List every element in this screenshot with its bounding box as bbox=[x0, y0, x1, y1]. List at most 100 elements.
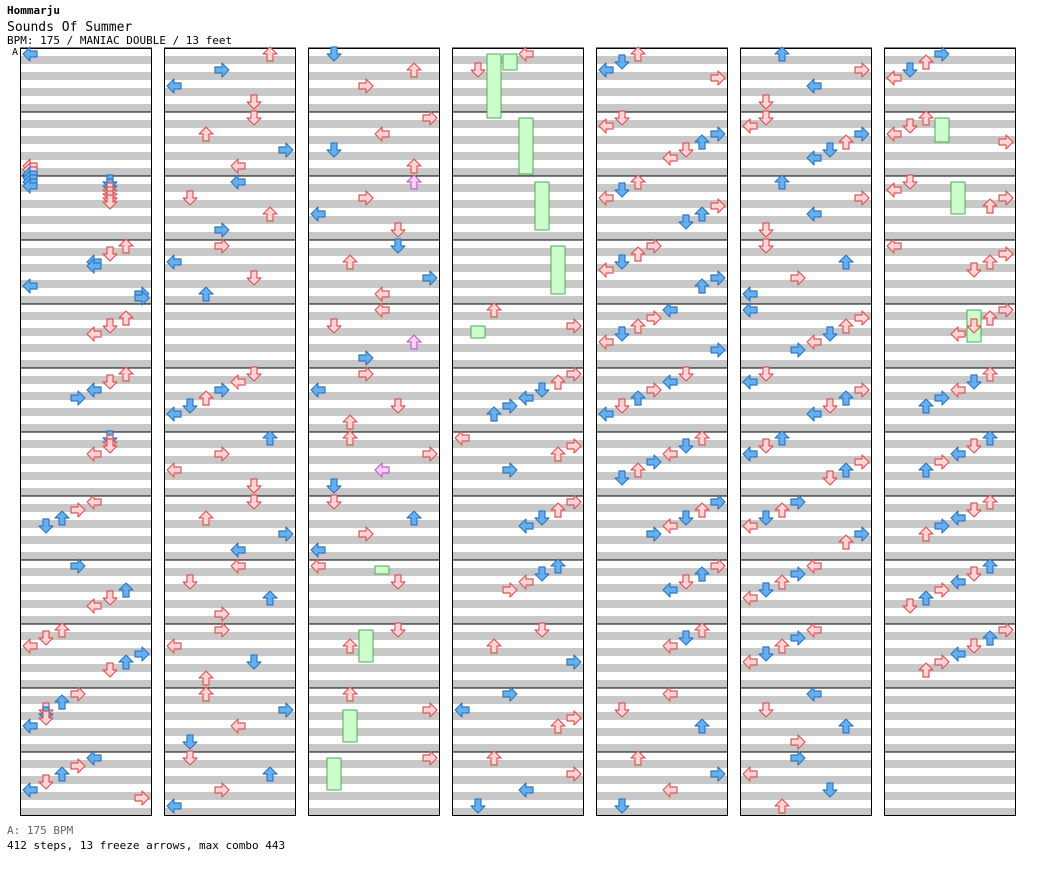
step-arrow-right bbox=[790, 270, 806, 286]
step-arrow-right bbox=[710, 126, 726, 142]
step-arrow-up bbox=[774, 638, 790, 654]
beat-stripe bbox=[452, 376, 584, 384]
step-arrow-left bbox=[22, 278, 38, 294]
step-arrow-up bbox=[262, 590, 278, 606]
beat-stripe bbox=[740, 760, 872, 768]
step-arrow-up bbox=[262, 430, 278, 446]
song-title: Sounds Of Summer bbox=[7, 20, 133, 35]
beat-stripe bbox=[20, 504, 152, 512]
step-arrow-up bbox=[838, 390, 854, 406]
freeze-arrow bbox=[502, 53, 518, 71]
step-arrow-right bbox=[854, 62, 870, 78]
step-arrow-right bbox=[790, 630, 806, 646]
beat-stripe bbox=[164, 232, 296, 240]
beat-stripe bbox=[452, 360, 584, 368]
step-arrow-up bbox=[838, 134, 854, 150]
step-arrow-right bbox=[214, 62, 230, 78]
step-arrow-right bbox=[710, 342, 726, 358]
step-arrow-up bbox=[982, 198, 998, 214]
step-arrow-left bbox=[86, 598, 102, 614]
step-arrow-up bbox=[774, 798, 790, 814]
step-arrow-left bbox=[742, 118, 758, 134]
beat-stripe bbox=[596, 232, 728, 240]
beat-stripe bbox=[164, 632, 296, 640]
step-arrow-down bbox=[822, 782, 838, 798]
beat-stripe bbox=[164, 408, 296, 416]
step-arrow-down bbox=[246, 478, 262, 494]
beat-stripe bbox=[884, 728, 1016, 736]
step-arrow-down bbox=[182, 190, 198, 206]
beat-stripe bbox=[308, 72, 440, 80]
column-border bbox=[308, 48, 440, 816]
step-arrow-up bbox=[550, 718, 566, 734]
chart-column bbox=[884, 47, 1016, 816]
beat-stripe bbox=[596, 680, 728, 688]
step-arrow-up bbox=[342, 414, 358, 430]
beat-stripe bbox=[452, 760, 584, 768]
beat-stripe bbox=[308, 200, 440, 208]
beat-stripe bbox=[884, 216, 1016, 224]
step-arrow-right bbox=[566, 366, 582, 382]
step-arrow-down bbox=[246, 494, 262, 510]
beat-stripe bbox=[884, 344, 1016, 352]
beat-stripe bbox=[164, 56, 296, 64]
beat-stripe bbox=[596, 536, 728, 544]
beat-stripe bbox=[884, 552, 1016, 560]
step-arrow-up bbox=[774, 174, 790, 190]
step-arrow-down bbox=[246, 654, 262, 670]
column-border bbox=[452, 48, 584, 816]
step-arrow-down bbox=[326, 318, 342, 334]
step-arrow-left bbox=[230, 374, 246, 390]
step-arrow-left bbox=[22, 638, 38, 654]
step-arrow-down bbox=[822, 398, 838, 414]
step-arrow-right bbox=[854, 126, 870, 142]
step-arrow-right bbox=[934, 654, 950, 670]
beat-stripe bbox=[20, 632, 152, 640]
beat-stripe bbox=[308, 680, 440, 688]
beat-stripe bbox=[164, 584, 296, 592]
beat-stripe bbox=[452, 616, 584, 624]
step-arrow-left bbox=[166, 638, 182, 654]
step-arrow-up bbox=[918, 462, 934, 478]
step-arrow-up bbox=[342, 686, 358, 702]
step-arrow-left bbox=[310, 542, 326, 558]
step-arrow-down bbox=[678, 630, 694, 646]
beat-stripe bbox=[20, 152, 152, 160]
artist-name: Hommarju bbox=[7, 4, 60, 17]
beat-stripe bbox=[308, 216, 440, 224]
beat-stripe bbox=[308, 344, 440, 352]
chart-column bbox=[20, 47, 152, 816]
beat-stripe bbox=[164, 392, 296, 400]
step-arrow-left bbox=[886, 70, 902, 86]
beat-stripe bbox=[164, 680, 296, 688]
step-arrow-right bbox=[278, 526, 294, 542]
step-arrow-right bbox=[214, 606, 230, 622]
step-arrow-up bbox=[198, 286, 214, 302]
step-arrow-up bbox=[550, 558, 566, 574]
step-arrow-left bbox=[806, 206, 822, 222]
beat-stripe bbox=[884, 360, 1016, 368]
beat-stripe bbox=[884, 520, 1016, 528]
beat-stripe bbox=[596, 792, 728, 800]
step-arrow-left bbox=[166, 406, 182, 422]
beat-stripe bbox=[452, 168, 584, 176]
beat-stripe bbox=[20, 536, 152, 544]
step-arrow-left bbox=[22, 46, 38, 62]
beat-stripe bbox=[452, 584, 584, 592]
step-arrow-left bbox=[742, 518, 758, 534]
step-arrow-down bbox=[38, 518, 54, 534]
step-arrow-right bbox=[790, 566, 806, 582]
beat-stripe bbox=[596, 184, 728, 192]
column-border bbox=[164, 48, 296, 816]
beat-stripe bbox=[884, 696, 1016, 704]
beat-stripe bbox=[20, 440, 152, 448]
beat-stripe bbox=[884, 680, 1016, 688]
beat-stripe bbox=[20, 392, 152, 400]
step-arrow-left bbox=[86, 446, 102, 462]
beat-stripe bbox=[740, 264, 872, 272]
step-arrow-left bbox=[662, 374, 678, 390]
beat-stripe bbox=[452, 648, 584, 656]
beat-stripe bbox=[308, 296, 440, 304]
step-arrow-right bbox=[934, 46, 950, 62]
beat-stripe bbox=[20, 808, 152, 816]
